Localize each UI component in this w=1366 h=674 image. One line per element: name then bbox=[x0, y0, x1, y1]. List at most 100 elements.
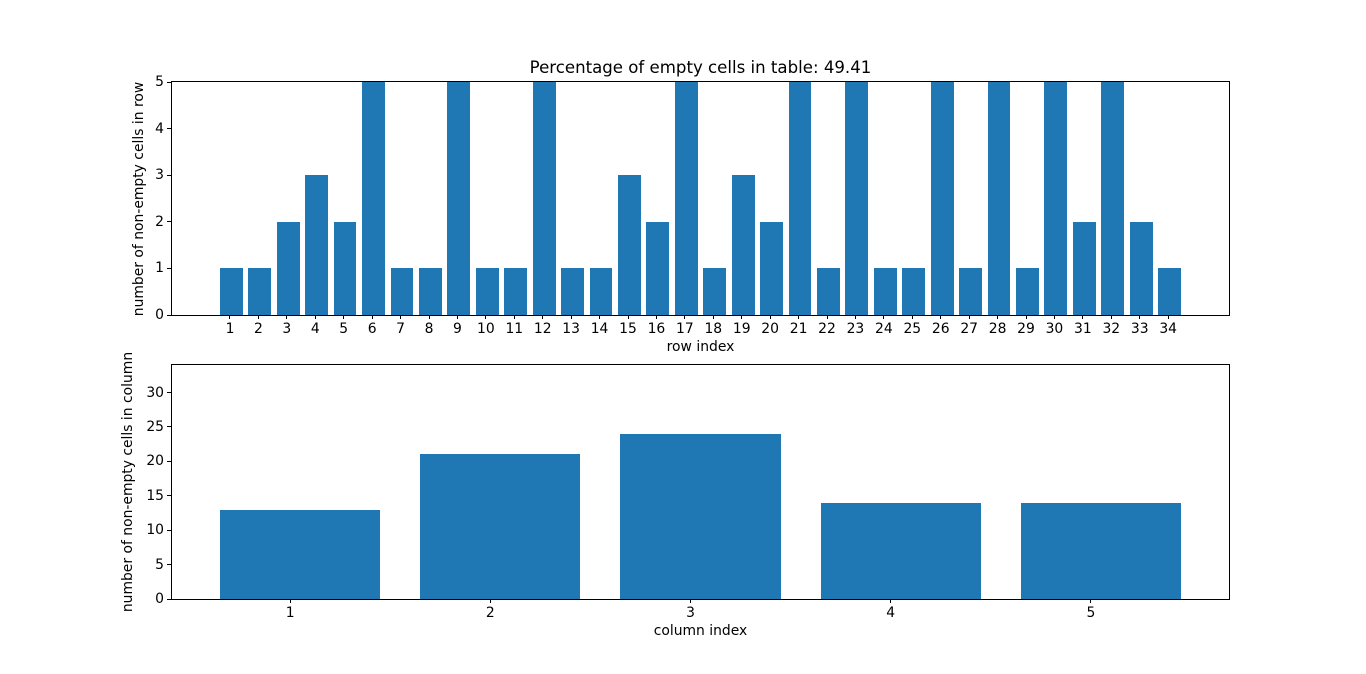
x-tick-mark-20 bbox=[769, 315, 771, 319]
y-tick-mark-5 bbox=[167, 564, 171, 566]
x-tick-label-27: 27 bbox=[960, 321, 978, 337]
x-tick-mark-1 bbox=[229, 315, 231, 319]
y-tick-mark-3 bbox=[167, 174, 171, 176]
x-tick-mark-19 bbox=[741, 315, 743, 319]
x-tick-label-20: 20 bbox=[761, 321, 779, 337]
x-tick-mark-11 bbox=[513, 315, 515, 319]
x-tick-mark-10 bbox=[485, 315, 487, 319]
row-chart-xlabel: row index bbox=[666, 339, 735, 355]
x-tick-label-26: 26 bbox=[931, 321, 950, 337]
x-tick-label-3: 3 bbox=[686, 605, 695, 621]
x-tick-mark-29 bbox=[1025, 315, 1027, 319]
row-bar-14 bbox=[589, 268, 613, 315]
row-bar-34 bbox=[1158, 268, 1181, 315]
x-tick-mark-31 bbox=[1082, 315, 1084, 319]
x-tick-mark-32 bbox=[1110, 315, 1112, 319]
x-tick-label-8: 8 bbox=[424, 321, 434, 337]
x-tick-label-19: 19 bbox=[732, 321, 751, 337]
column-bar-chart-axes: 1 2 3 4 5 0 5 10 15 20 25 30 bbox=[146, 364, 1230, 620]
row-bar-13 bbox=[561, 268, 584, 315]
x-tick-mark-28 bbox=[997, 315, 999, 319]
y-tick-mark-20 bbox=[167, 460, 171, 462]
x-tick-mark-1 bbox=[289, 599, 291, 603]
x-tick-label-25: 25 bbox=[903, 321, 922, 337]
y-tick-label-3: 3 bbox=[155, 167, 164, 184]
x-tick-label-18: 18 bbox=[704, 321, 723, 337]
x-tick-mark-22 bbox=[826, 315, 828, 319]
x-tick-mark-9 bbox=[456, 315, 458, 319]
row-bar-33 bbox=[1129, 221, 1153, 315]
y-tick-mark-1 bbox=[167, 267, 171, 269]
x-tick-label-30: 30 bbox=[1045, 321, 1064, 337]
row-bar-32 bbox=[1101, 82, 1125, 315]
x-tick-mark-25 bbox=[911, 315, 913, 319]
row-bar-29 bbox=[1016, 268, 1039, 315]
column-bar-1 bbox=[220, 509, 381, 599]
x-tick-mark-2 bbox=[489, 599, 491, 603]
x-tick-label-16: 16 bbox=[647, 321, 666, 337]
x-tick-mark-33 bbox=[1139, 315, 1141, 319]
row-bar-21 bbox=[788, 82, 812, 315]
row-bar-17 bbox=[674, 82, 698, 315]
row-bar-10 bbox=[475, 268, 499, 315]
row-chart-ylabel: number of non-empty cells in row bbox=[131, 81, 147, 317]
x-tick-label-4: 4 bbox=[886, 605, 896, 621]
x-tick-mark-3 bbox=[286, 315, 288, 319]
column-chart-xlabel: column index bbox=[653, 623, 748, 639]
x-tick-label-4: 4 bbox=[310, 321, 320, 337]
x-tick-label-32: 32 bbox=[1102, 321, 1121, 337]
row-bar-24 bbox=[873, 268, 897, 315]
x-tick-label-34: 34 bbox=[1159, 321, 1177, 337]
x-tick-label-6: 6 bbox=[367, 321, 377, 337]
row-bar-28 bbox=[987, 82, 1011, 315]
x-tick-mark-12 bbox=[542, 315, 544, 319]
x-tick-label-11: 11 bbox=[505, 321, 524, 337]
row-bar-26 bbox=[930, 82, 954, 315]
x-tick-mark-14 bbox=[599, 315, 601, 319]
row-bar-20 bbox=[760, 221, 783, 315]
y-tick-label-15: 15 bbox=[146, 487, 164, 504]
x-tick-mark-27 bbox=[968, 315, 970, 319]
row-bar-7 bbox=[390, 268, 414, 315]
column-chart-ylabel: number of non-empty cells in column bbox=[120, 351, 136, 613]
row-bar-2 bbox=[248, 268, 272, 315]
x-tick-label-5: 5 bbox=[339, 321, 349, 337]
row-bar-1 bbox=[220, 268, 243, 315]
row-bar-19 bbox=[731, 175, 755, 315]
x-tick-label-24: 24 bbox=[875, 321, 893, 337]
row-bar-30 bbox=[1044, 82, 1068, 315]
y-tick-label-5: 5 bbox=[155, 556, 164, 573]
row-bar-6 bbox=[362, 82, 385, 315]
x-tick-mark-34 bbox=[1167, 315, 1169, 319]
x-tick-label-10: 10 bbox=[477, 321, 495, 337]
x-tick-label-5: 5 bbox=[1086, 605, 1096, 621]
x-tick-label-1: 1 bbox=[285, 605, 295, 621]
y-tick-mark-10 bbox=[167, 529, 171, 531]
y-tick-mark-4 bbox=[167, 128, 171, 130]
y-tick-mark-25 bbox=[167, 426, 171, 428]
x-tick-label-17: 17 bbox=[676, 321, 694, 337]
y-tick-mark-0 bbox=[167, 314, 171, 316]
x-tick-mark-8 bbox=[428, 315, 430, 319]
x-tick-label-1: 1 bbox=[225, 321, 235, 337]
y-tick-label-1: 1 bbox=[155, 260, 164, 277]
x-tick-label-31: 31 bbox=[1074, 321, 1092, 337]
row-bar-5 bbox=[333, 221, 357, 315]
x-tick-mark-21 bbox=[798, 315, 800, 319]
column-bar-4 bbox=[820, 502, 981, 599]
x-tick-label-7: 7 bbox=[396, 321, 405, 337]
x-tick-label-33: 33 bbox=[1130, 321, 1149, 337]
row-bar-16 bbox=[646, 221, 670, 315]
x-tick-mark-24 bbox=[883, 315, 885, 319]
y-tick-label-10: 10 bbox=[146, 522, 164, 539]
x-tick-label-28: 28 bbox=[988, 321, 1007, 337]
x-tick-label-23: 23 bbox=[846, 321, 865, 337]
x-tick-mark-5 bbox=[343, 315, 345, 319]
x-tick-mark-15 bbox=[627, 315, 629, 319]
y-tick-label-0: 0 bbox=[155, 307, 164, 323]
y-tick-label-20: 20 bbox=[146, 453, 164, 470]
x-tick-label-2: 2 bbox=[485, 605, 495, 621]
y-tick-mark-30 bbox=[167, 392, 171, 394]
row-bar-9 bbox=[447, 82, 471, 315]
